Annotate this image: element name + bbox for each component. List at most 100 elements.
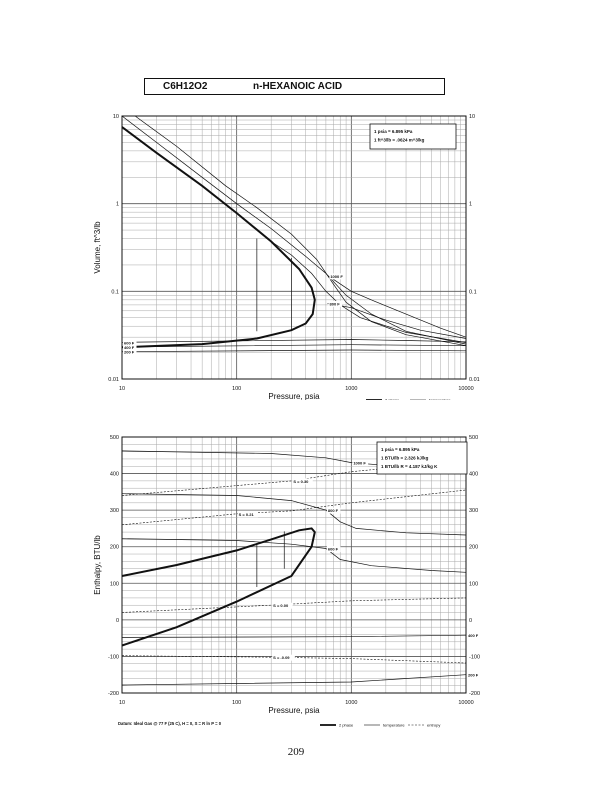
curve-label-bg [123, 344, 137, 351]
x-axis-label: Pressure, psia [268, 706, 320, 715]
y-tick-label-left: 300 [110, 508, 119, 514]
curve-label-bg [272, 602, 293, 609]
datum-note: Datum: Ideal Gas @ 77 F (25 C), H = 0, S… [118, 721, 222, 726]
x-tick-label: 10000 [458, 386, 473, 392]
curve-label: 1000 F [353, 461, 366, 466]
legend-label: 2 phase [339, 723, 354, 728]
y-tick-label-right: 200 [469, 545, 478, 551]
y-tick-label-left: 0 [116, 618, 119, 624]
plot-frame [121, 115, 467, 380]
legend-label: temperature [429, 398, 451, 401]
y-tick-label-right: 0.01 [469, 377, 480, 383]
curve-label: S = -0.09 [273, 655, 290, 660]
curve-label: 200 F [124, 350, 135, 355]
curve-label-bg [328, 300, 343, 307]
temperature-curve [121, 349, 467, 353]
temperature-curve [121, 339, 467, 343]
page-number: 209 [287, 746, 305, 758]
legend: 2 phase temperature entropy [320, 723, 440, 728]
curve-label: S = 0.30 [293, 479, 309, 484]
compound-name: n-HEXANOIC ACID [253, 81, 343, 92]
y-tick-label-right: 1 [469, 202, 472, 208]
y-tick-label-right: 500 [469, 435, 478, 441]
temperature-curve [327, 302, 467, 339]
curve-label-bg [467, 672, 481, 679]
entropy-curve [121, 597, 467, 613]
y-tick-label-left: 10 [113, 114, 119, 120]
temperature-curve [121, 493, 467, 536]
x-tick-label: 1000 [345, 700, 357, 706]
y-tick-label-right: 300 [469, 508, 478, 514]
x-tick-label: 10 [119, 386, 125, 392]
curve-label: 1000 F [330, 274, 343, 279]
y-tick-label-right: 10 [469, 114, 475, 120]
y-tick-label-right: -200 [469, 691, 480, 697]
x-tick-label: 10000 [458, 700, 473, 706]
legend-label: entropy [427, 723, 440, 728]
y-tick-label-right: 0 [469, 618, 472, 624]
conversion-text: 1 psia = 6.895 kPa [374, 129, 413, 134]
conversion-text: 1 psia = 6.895 kPa [381, 447, 420, 452]
curve-label: 400 F [124, 345, 135, 350]
y-tick-label-right: 400 [469, 472, 478, 478]
conversion-box: 1 psia = 6.895 kPa 1 ft^3/lb = .0624 m^3/… [369, 123, 457, 150]
temperature-curve [121, 538, 467, 573]
curve-label: 800 F [328, 508, 339, 513]
curve-label-bg [467, 632, 481, 639]
y-tick-label-left: 400 [110, 472, 119, 478]
y-axis-label: Enthalpy, BTU/lb [93, 535, 102, 595]
y-tick-label-left: 1 [116, 202, 119, 208]
y-tick-label-right: 100 [469, 581, 478, 587]
x-tick-label: 100 [232, 386, 241, 392]
temperature-curve [328, 275, 467, 338]
curve-label: 800 F [330, 301, 341, 306]
x-axis-label: Pressure, psia [268, 392, 320, 400]
curve-label-bg [329, 273, 346, 280]
legend-label: 2 phase [385, 398, 400, 401]
plot-frame [121, 436, 467, 694]
legend: 2 phase temperature [366, 398, 451, 401]
conversion-box-frame [376, 441, 468, 475]
entropy-curve [121, 489, 467, 526]
title-box: C6H12O2 n-HEXANOIC ACID [144, 78, 445, 95]
conversion-box-frame [369, 123, 457, 150]
y-tick-label-left: 0.01 [108, 377, 119, 383]
temperature-curve [121, 115, 467, 345]
curve-label: 600 F [124, 340, 135, 345]
two-phase-dome [121, 126, 316, 349]
grid [121, 116, 466, 380]
temperature-curve [121, 674, 467, 686]
y-tick-label-left: -200 [108, 691, 119, 697]
temperature-curve [121, 634, 467, 638]
temperature-curve [271, 241, 467, 343]
curve-label: 600 F [328, 547, 339, 552]
legend-label: temperature [383, 723, 405, 728]
entropy-curve [121, 655, 467, 664]
y-axis-label: Volume, ft^3/lb [93, 221, 102, 274]
conversion-text: 1 BTU/lb R = 4.187 kJ/kg K [381, 464, 438, 469]
two-phase-dome [121, 527, 316, 647]
conversion-box: 1 psia = 6.895 kPa 1 BTU/lb = 2.326 kJ/kg… [376, 441, 468, 475]
curve-label: S = 0.21 [239, 512, 255, 517]
y-tick-label-left: 500 [110, 435, 119, 441]
y-tick-label-right: 0.1 [469, 289, 477, 295]
y-tick-label-left: 0.1 [111, 289, 119, 295]
x-tick-label: 100 [232, 700, 241, 706]
y-tick-label-right: -100 [469, 654, 480, 660]
curve-label-bg [292, 478, 313, 485]
conversion-text: 1 ft^3/lb = .0624 m^3/kg [374, 138, 425, 143]
compound-formula: C6H12O2 [163, 81, 208, 92]
curve-label-bg [272, 654, 295, 661]
curve-label-bg [326, 546, 341, 553]
temperature-curve [134, 115, 467, 347]
curve-label: 400 F [468, 633, 479, 638]
curve-label-bg [237, 511, 259, 518]
curve-label-bg [326, 507, 341, 514]
volume-pressure-chart: 10 100 1000 10000 0.01 0.01 0.1 0.1 1 1 10 10 Pressu… [93, 114, 480, 401]
curve-label-bg [123, 339, 137, 346]
x-tick-label: 10 [119, 700, 125, 706]
y-tick-label-left: 100 [110, 581, 119, 587]
x-tick-label: 1000 [345, 386, 357, 392]
y-tick-label-left: 200 [110, 545, 119, 551]
